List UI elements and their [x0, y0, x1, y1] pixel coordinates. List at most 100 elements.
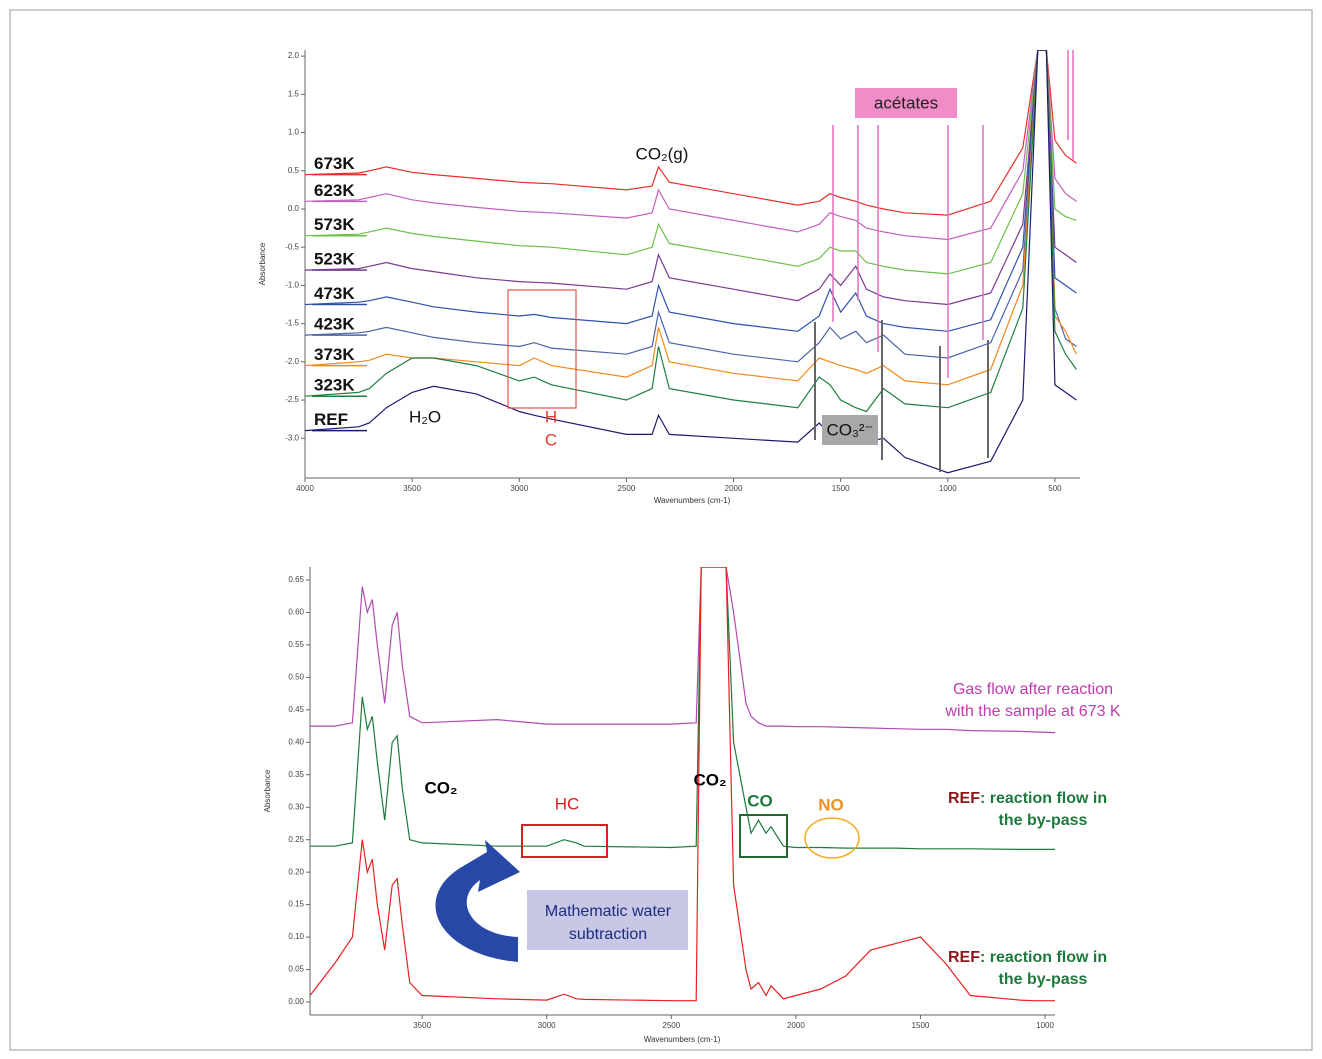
y-tick-label: 0.25 — [288, 835, 304, 844]
hc-box — [507, 289, 577, 409]
no-circle — [804, 817, 860, 859]
x-axis-label: Wavenumbers (cm-1) — [654, 496, 731, 505]
annotation: the by-pass — [999, 971, 1088, 988]
arrow — [435, 840, 520, 962]
spectrum-line — [305, 50, 1077, 241]
y-tick-label: 0.00 — [288, 997, 304, 1006]
co-box — [739, 814, 788, 858]
x-tick-label: 1500 — [912, 1021, 930, 1030]
y-tick-label: 1.5 — [288, 89, 300, 98]
spectrum-line — [310, 567, 1055, 1002]
annotation: : reaction flow in — [980, 790, 1107, 807]
y-tick-label: 0.60 — [288, 608, 304, 617]
y-tick-label: 0.15 — [288, 900, 304, 909]
bottom-annotations: CO₂ CO₂ HC CO NO Mathematic water subtra… — [424, 681, 1120, 988]
carbonate-lines — [814, 320, 989, 472]
y-tick-label: 0.20 — [288, 867, 304, 876]
carbonate-box — [822, 415, 878, 445]
y-tick-label: 0.65 — [288, 575, 304, 584]
subtraction-box — [527, 890, 688, 950]
frame — [9, 9, 1313, 1051]
y-tick-label: 0.50 — [288, 672, 304, 681]
y-tick-label: 1.0 — [288, 128, 300, 137]
x-tick-label: 4000 — [296, 484, 314, 493]
annotation: H₂O — [409, 407, 441, 426]
series-label: 673K — [314, 154, 355, 173]
annotation: H — [545, 407, 557, 426]
x-axis-label: Wavenumbers (cm-1) — [644, 1035, 721, 1044]
x-tick-label: 3500 — [403, 484, 421, 493]
annotation: CO₂(g) — [636, 144, 689, 163]
x-tick-label: 1000 — [939, 484, 957, 493]
top-chart: 2.0 1.5 1.0 0.5 0.0 -0.5 -1.0 -1.5 -2.0 -2.5 -3.0 4… — [258, 50, 1080, 505]
series-label: REF — [314, 410, 348, 429]
annotation: REF — [948, 790, 980, 807]
y-tick-label: 0.05 — [288, 965, 304, 974]
y-tick-label: 0.10 — [288, 932, 304, 941]
annotation: : reaction flow in — [980, 949, 1107, 966]
x-tick-label: 2500 — [662, 1021, 680, 1030]
annotation: HC — [555, 794, 580, 813]
legend-text: REF: reaction flow in — [948, 949, 1107, 966]
y-tick-label: 0.55 — [288, 640, 304, 649]
annotation: NO — [818, 795, 844, 814]
x-tick-label: 2500 — [618, 484, 636, 493]
spectrum-line — [305, 50, 1077, 413]
y-tick-label: -1.0 — [285, 281, 299, 290]
series-label: 573K — [314, 215, 355, 234]
spectrum-line — [305, 50, 1077, 332]
y-axis-label: Absorbance — [263, 769, 272, 812]
annotation: REF — [948, 949, 980, 966]
series-label: 623K — [314, 181, 355, 200]
spectrum-line — [305, 50, 1077, 275]
y-tick-label: 0.30 — [288, 802, 304, 811]
acetates-box — [855, 88, 957, 118]
x-tick-label: 2000 — [725, 484, 743, 493]
spectrum-line — [310, 567, 1055, 850]
annotation: with the sample at 673 K — [944, 703, 1121, 720]
y-tick-label: -1.5 — [285, 319, 299, 328]
series-label: 373K — [314, 345, 355, 364]
x-tick-label: 1000 — [1036, 1021, 1054, 1030]
annotation: Mathematic water — [545, 903, 672, 920]
spectrum-line — [305, 50, 1077, 306]
annotation: the by-pass — [999, 812, 1088, 829]
x-tick-label: 3000 — [538, 1021, 556, 1030]
hc-box — [521, 824, 608, 858]
annotation: Gas flow after reaction — [953, 681, 1113, 698]
annotation: CO₃²⁻ — [826, 420, 873, 439]
top-annotations: acétates CO₂(g) H₂O H C CO₃²⁻ — [409, 50, 1074, 472]
y-tick-label: -2.0 — [285, 357, 299, 366]
y-tick-label: 2.0 — [288, 51, 300, 60]
y-tick-label: 0.5 — [288, 166, 300, 175]
annotation: subtraction — [569, 926, 647, 943]
series-label: 523K — [314, 250, 355, 269]
legend-text: REF: reaction flow in — [948, 790, 1107, 807]
x-tick-label: 3000 — [510, 484, 528, 493]
acetate-lines — [832, 50, 1074, 378]
annotation: CO — [747, 791, 773, 810]
y-axis-label: Absorbance — [258, 242, 267, 285]
series-label: 473K — [314, 284, 355, 303]
series-label: 323K — [314, 376, 355, 395]
spectrum-line — [305, 50, 1077, 363]
x-tick-label: 500 — [1048, 484, 1062, 493]
y-tick-label: 0.35 — [288, 770, 304, 779]
annotation: C — [545, 430, 557, 449]
y-tick-label: -0.5 — [285, 242, 299, 251]
y-tick-label: 0.0 — [288, 204, 300, 213]
annotation: CO₂ — [424, 778, 457, 797]
series-label: 423K — [314, 315, 355, 334]
y-tick-label: 0.40 — [288, 737, 304, 746]
y-tick-label: -2.5 — [285, 395, 299, 404]
spectrum-line — [305, 50, 1077, 474]
x-tick-label: 3500 — [413, 1021, 431, 1030]
annotation: CO₂ — [693, 770, 726, 789]
spectrum-line — [310, 567, 1055, 734]
spectrum-line — [305, 50, 1077, 216]
annotation: acétates — [874, 93, 938, 112]
x-tick-label: 1500 — [832, 484, 850, 493]
x-tick-label: 2000 — [787, 1021, 805, 1030]
y-tick-label: -3.0 — [285, 433, 299, 442]
